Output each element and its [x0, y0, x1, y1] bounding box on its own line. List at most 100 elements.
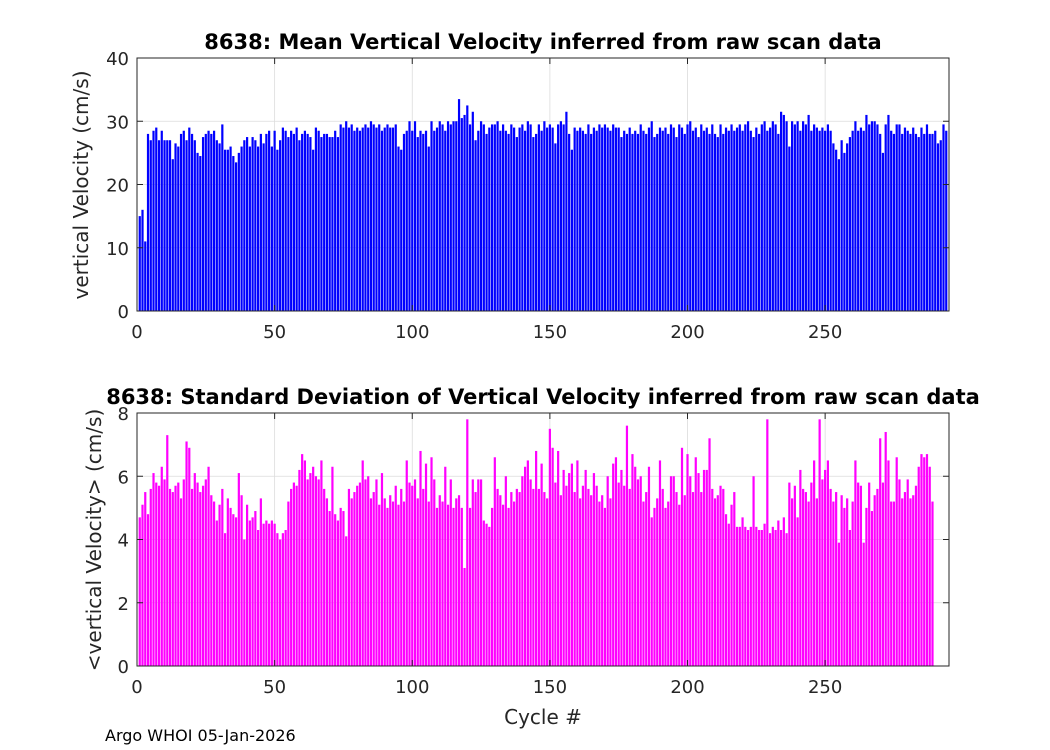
- mean-velocity-bar: [218, 143, 221, 311]
- mean-velocity-bar: [931, 133, 934, 311]
- mean-velocity-bar: [683, 133, 686, 311]
- mean-velocity-bar: [537, 124, 540, 311]
- mean-velocity-bar: [733, 130, 736, 311]
- mean-velocity-bar: [419, 130, 422, 311]
- mean-velocity-bar: [868, 124, 871, 311]
- std-velocity-bar: [760, 530, 763, 666]
- std-velocity-bar: [700, 492, 703, 666]
- std-velocity-bar: [672, 476, 675, 666]
- mean-velocity-x-tick-label: 50: [263, 322, 286, 343]
- mean-velocity-bar: [270, 146, 273, 311]
- mean-velocity-bar: [345, 121, 348, 311]
- mean-velocity-bar: [945, 130, 948, 311]
- std-velocity-bar: [694, 457, 697, 666]
- std-velocity-bar: [160, 466, 163, 666]
- std-velocity-bar: [793, 485, 796, 666]
- std-velocity-bar: [592, 473, 596, 666]
- std-velocity-bar: [149, 488, 152, 666]
- std-velocity-bar: [375, 479, 378, 666]
- std-velocity-bar: [367, 476, 370, 666]
- std-velocity-bar: [444, 466, 447, 666]
- std-velocity-bar: [317, 479, 320, 666]
- mean-velocity-bar: [284, 130, 287, 311]
- std-velocity-bar: [347, 488, 351, 666]
- mean-velocity-bar: [276, 149, 279, 311]
- mean-velocity-bar: [691, 130, 695, 311]
- std-velocity-bar: [821, 479, 824, 666]
- mean-velocity-bar: [672, 127, 675, 311]
- mean-velocity-bar: [457, 99, 461, 311]
- mean-velocity-bar: [942, 124, 945, 311]
- mean-velocity-bar: [452, 121, 455, 311]
- std-velocity-bar: [796, 517, 799, 666]
- std-velocity-bar: [380, 473, 384, 666]
- std-velocity-bar: [243, 539, 246, 666]
- std-velocity-bars: [138, 419, 934, 666]
- mean-velocity-bar: [240, 146, 243, 311]
- mean-velocity-bar: [405, 130, 408, 311]
- std-velocity-bar: [645, 492, 648, 666]
- mean-velocity-bar: [334, 130, 337, 311]
- std-velocity-bar: [749, 526, 752, 666]
- std-velocity-bar: [422, 488, 425, 666]
- mean-velocity-bar: [939, 140, 942, 311]
- std-velocity-bar: [554, 482, 557, 666]
- std-velocity-bar: [416, 498, 419, 666]
- mean-velocity-bar: [917, 137, 920, 311]
- mean-velocity-bar: [551, 127, 554, 311]
- std-velocity-bar: [609, 498, 612, 666]
- mean-velocity-bar: [623, 130, 626, 311]
- std-velocity-bar: [314, 476, 318, 666]
- mean-velocity-bar: [639, 124, 642, 311]
- mean-velocity-bar: [634, 130, 637, 311]
- std-velocity-bar: [215, 520, 218, 666]
- std-velocity-bar: [146, 514, 150, 666]
- std-velocity-x-tick-label: 100: [395, 677, 429, 698]
- mean-velocity-bar: [372, 124, 375, 311]
- std-velocity-bar: [157, 485, 161, 666]
- mean-velocity-bar: [656, 133, 659, 311]
- std-velocity-bar: [138, 517, 141, 666]
- mean-velocity-bar: [614, 127, 618, 311]
- mean-velocity-bar: [581, 130, 585, 311]
- mean-velocity-bar: [680, 127, 684, 311]
- std-velocity-bar: [716, 495, 719, 666]
- mean-velocity-bar: [590, 133, 593, 311]
- std-velocity-bar: [210, 495, 213, 666]
- std-velocity-bar: [257, 530, 260, 666]
- mean-velocity-bar: [234, 162, 238, 311]
- std-velocity-y-axis-label: <vertical Velocity> (cm/s): [82, 409, 106, 672]
- mean-velocity-bar: [455, 121, 458, 311]
- std-velocity-bar: [931, 501, 934, 666]
- std-velocity-bar: [661, 488, 664, 666]
- std-velocity-bar: [697, 473, 700, 666]
- mean-velocity-bar: [700, 124, 703, 311]
- std-velocity-bar: [647, 466, 651, 666]
- std-velocity-bar: [658, 460, 662, 666]
- std-velocity-bar: [581, 485, 585, 666]
- std-velocity-bar: [419, 450, 422, 666]
- std-velocity-bar: [705, 469, 708, 666]
- mean-velocity-bar: [273, 130, 276, 311]
- mean-velocity-bar: [386, 124, 389, 311]
- mean-velocity-bar: [584, 133, 587, 311]
- mean-velocity-bar: [210, 133, 213, 311]
- std-velocity-bar: [799, 469, 802, 666]
- mean-velocity-bar: [485, 133, 488, 311]
- std-velocity-bar: [331, 466, 334, 666]
- mean-velocity-bar: [548, 124, 551, 311]
- mean-velocity-bar: [587, 124, 590, 311]
- std-velocity-bar: [433, 479, 436, 666]
- std-velocity-bar: [152, 473, 155, 666]
- std-velocity-bar: [744, 526, 747, 666]
- std-velocity-bar: [372, 492, 375, 666]
- std-velocity-bar: [537, 488, 540, 666]
- std-velocity-x-tick-label: 50: [263, 677, 286, 698]
- mean-velocity-bar: [168, 140, 172, 311]
- mean-velocity-bar: [367, 127, 370, 311]
- mean-velocity-bar: [713, 133, 717, 311]
- std-velocity-y-tick-label: 0: [118, 657, 129, 678]
- std-velocity-bar: [543, 492, 546, 666]
- std-velocity-bar: [730, 504, 733, 666]
- mean-velocity-bar: [207, 130, 210, 311]
